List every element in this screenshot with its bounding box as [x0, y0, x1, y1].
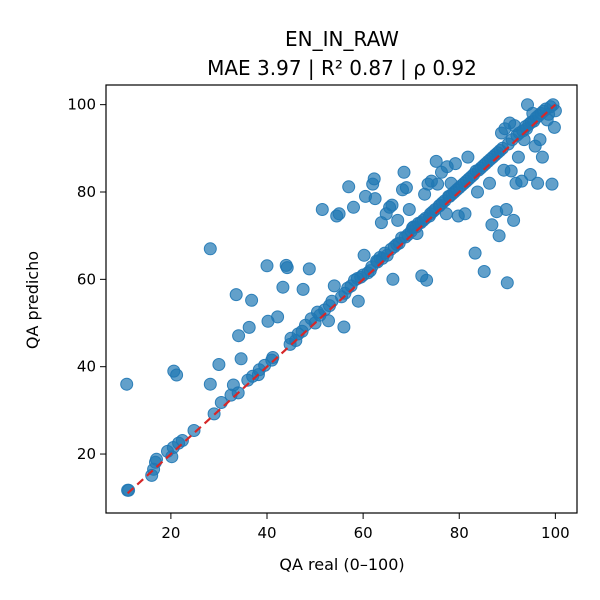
x-tick-label-80: 80 [450, 524, 469, 542]
data-point-171 [500, 276, 514, 290]
data-point-101 [399, 181, 413, 195]
data-point-195 [531, 176, 545, 190]
chart-subtitle: MAE 3.97 | R² 0.87 | ρ 0.92 [207, 56, 477, 80]
identity-line [126, 103, 557, 495]
data-point-80 [368, 192, 382, 206]
y-tick-label-20: 20 [77, 445, 96, 463]
data-point-70 [351, 294, 365, 308]
data-point-79 [367, 172, 381, 186]
data-point-129 [439, 207, 453, 221]
data-point-205 [545, 177, 559, 191]
data-point-14 [187, 424, 201, 437]
data-point-33 [260, 259, 274, 273]
y-tick-label-100: 100 [67, 96, 96, 114]
y-tick-label-80: 80 [77, 183, 96, 201]
data-point-189 [523, 168, 537, 181]
data-point-103 [402, 203, 416, 216]
data-point-53 [315, 203, 329, 216]
x-tick-label-60: 60 [354, 524, 373, 542]
data-point-197 [533, 133, 547, 147]
data-point-13 [175, 434, 189, 447]
data-point-46 [296, 282, 310, 296]
data-point-55 [322, 314, 335, 328]
data-point-123 [431, 177, 445, 191]
data-point-180 [511, 150, 525, 164]
data-point-24 [232, 329, 246, 343]
data-point-62 [337, 320, 351, 334]
data-point-159 [485, 218, 499, 232]
data-point-148 [468, 246, 482, 260]
data-point-174 [504, 164, 518, 178]
data-point-28 [245, 293, 259, 307]
data-point-207 [547, 120, 561, 134]
x-axis-ticks: 20 40 60 80 100 [161, 513, 570, 542]
data-point-154 [477, 265, 491, 278]
data-point-18 [212, 358, 226, 371]
data-point-65 [342, 180, 356, 194]
data-point-36 [266, 351, 280, 364]
data-point-91 [385, 198, 399, 212]
y-axis-ticks: 20 40 60 80 100 [67, 96, 106, 463]
data-point-58 [327, 279, 341, 293]
plot-frame [105, 84, 578, 514]
data-point-184 [517, 133, 531, 147]
data-point-40 [280, 261, 294, 275]
data-point-22 [229, 288, 243, 302]
data-point-199 [535, 150, 549, 164]
data-point-6 [150, 452, 163, 466]
data-point-15 [203, 377, 217, 391]
x-tick-label-20: 20 [161, 524, 180, 542]
data-point-27 [242, 320, 256, 334]
x-tick-label-100: 100 [541, 524, 570, 542]
data-point-37 [271, 310, 285, 324]
data-point-170 [499, 203, 513, 216]
data-point-182 [515, 174, 529, 188]
data-point-48 [302, 262, 316, 276]
y-axis-label: QA predicho [23, 251, 42, 349]
data-point-99 [397, 165, 411, 179]
data-point-16 [203, 242, 217, 256]
data-point-144 [461, 150, 475, 164]
data-point-142 [458, 207, 472, 221]
y-tick-label-40: 40 [77, 358, 96, 376]
data-point-95 [391, 213, 405, 227]
data-point-150 [471, 185, 484, 199]
data-point-25 [234, 352, 248, 366]
chart-title: EN_IN_RAW [285, 27, 399, 51]
data-point-208 [548, 104, 562, 118]
data-point-176 [507, 213, 521, 227]
y-tick-label-60: 60 [77, 270, 96, 288]
data-point-38 [276, 280, 290, 294]
data-point-122 [429, 154, 443, 168]
data-point-11 [170, 368, 184, 382]
data-point-157 [483, 176, 496, 190]
x-axis-label: QA real (0–100) [279, 555, 404, 574]
data-point-92 [386, 272, 400, 286]
data-point-67 [347, 200, 360, 214]
data-points [120, 98, 562, 497]
data-point-73 [357, 248, 371, 262]
data-point-0 [120, 377, 134, 391]
data-point-136 [448, 157, 462, 171]
data-point-164 [492, 229, 506, 243]
data-point-2 [122, 483, 136, 497]
data-point-115 [420, 273, 434, 287]
x-tick-label-40: 40 [257, 524, 276, 542]
data-point-60 [332, 207, 346, 221]
